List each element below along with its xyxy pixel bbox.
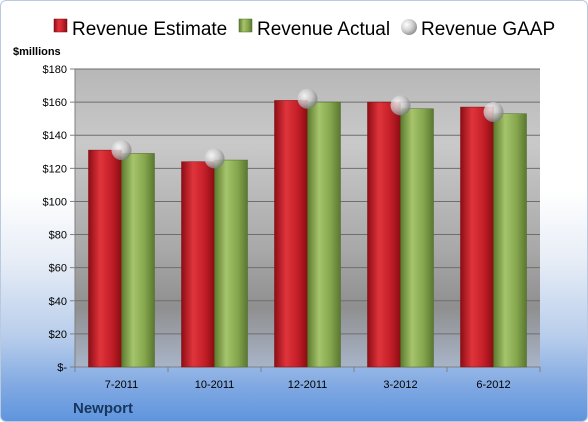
x-tick-label: 12-2011	[288, 379, 328, 391]
y-tick-label: $100	[43, 196, 67, 208]
legend-item-gaap: Revenue GAAP	[401, 19, 555, 40]
bar-revenue-actual	[121, 153, 155, 368]
x-tick-label: 6-2012	[476, 379, 510, 391]
y-tick-label: $40	[49, 296, 67, 308]
y-tick-label: $160	[43, 97, 67, 109]
bar-revenue-estimate	[274, 100, 308, 368]
marker-revenue-gaap	[483, 102, 504, 123]
marker-revenue-gaap	[111, 140, 132, 161]
bar-revenue-estimate	[181, 161, 215, 368]
legend-item-estimate: Revenue Estimate	[53, 18, 227, 40]
y-tick-label: $120	[43, 163, 67, 175]
y-tick-label: $140	[43, 130, 67, 142]
legend-label-estimate: Revenue Estimate	[72, 19, 227, 40]
marker-revenue-gaap	[297, 88, 318, 109]
gaap-markers	[111, 88, 504, 169]
bar-revenue-estimate	[88, 149, 122, 368]
bars	[88, 100, 527, 368]
y-axis-ticks: $- $20 $40 $60 $80 $100 $120 $140 $160 $180	[43, 64, 75, 374]
legend-label-gaap: Revenue GAAP	[421, 19, 555, 40]
y-tick-label: $180	[43, 64, 67, 76]
company-name: Newport	[73, 400, 133, 417]
marker-revenue-gaap	[390, 95, 411, 116]
y-axis-unit-label: $millions	[13, 46, 61, 58]
y-tick-label: $80	[49, 230, 67, 242]
bar-revenue-estimate	[367, 101, 401, 368]
bar-revenue-estimate	[460, 106, 494, 368]
legend-marker-gaap	[401, 19, 417, 35]
bar-revenue-actual	[493, 113, 527, 368]
x-tick-label: 7-2011	[105, 379, 138, 391]
legend-item-actual: Revenue Actual	[238, 18, 390, 40]
bar-revenue-actual	[400, 108, 434, 368]
bar-revenue-actual	[307, 101, 341, 368]
marker-revenue-gaap	[204, 148, 225, 169]
y-tick-label: $-	[57, 362, 67, 374]
legend: Revenue Estimate Revenue Actual Revenue …	[53, 18, 555, 40]
bar-revenue-actual	[214, 159, 248, 368]
y-tick-label: $60	[49, 263, 67, 275]
x-axis-ticks: 7-2011 10-2011 12-2011 3-2012 6-2012	[74, 367, 541, 391]
y-tick-label: $20	[49, 329, 67, 341]
legend-swatch-estimate	[53, 18, 68, 33]
x-tick-label: 10-2011	[195, 379, 235, 391]
x-tick-label: 3-2012	[383, 379, 417, 391]
legend-label-actual: Revenue Actual	[257, 19, 390, 40]
legend-swatch-actual	[238, 18, 253, 33]
